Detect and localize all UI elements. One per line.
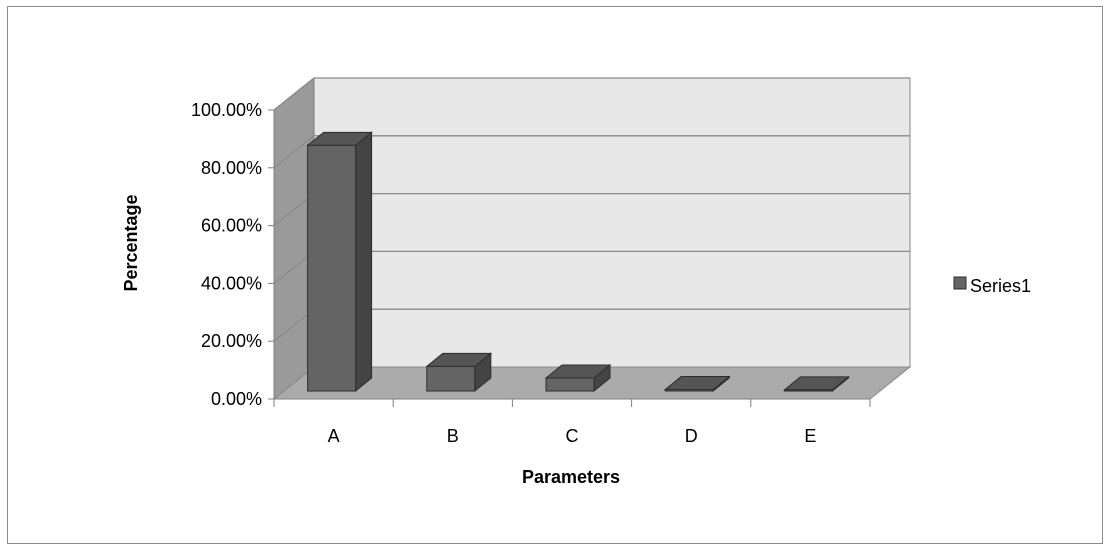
x-category-labels: A B C D E bbox=[328, 426, 817, 446]
x-axis-title: Parameters bbox=[522, 467, 620, 487]
legend-label-series1: Series1 bbox=[970, 276, 1031, 296]
y-tick-label: 0.00% bbox=[211, 389, 262, 409]
bar-front-face bbox=[664, 389, 714, 392]
bar-front-face bbox=[426, 365, 476, 392]
x-category-label: C bbox=[566, 426, 579, 446]
y-tick-label: 40.00% bbox=[201, 273, 262, 293]
y-tick-label: 80.00% bbox=[201, 158, 262, 178]
back-wall bbox=[313, 77, 911, 368]
y-axis-title: Percentage bbox=[121, 194, 141, 291]
x-category-label: A bbox=[328, 426, 340, 446]
bar-E bbox=[782, 375, 850, 393]
axes bbox=[268, 109, 871, 407]
gridline-side bbox=[273, 77, 315, 111]
y-tick-label: 60.00% bbox=[201, 216, 262, 236]
bar-front-face bbox=[545, 377, 595, 392]
gridline-side bbox=[273, 135, 315, 169]
bar-B bbox=[425, 352, 493, 393]
bars bbox=[306, 131, 850, 393]
x-category-label: B bbox=[447, 426, 459, 446]
bar-front-face bbox=[783, 389, 833, 392]
gridlines bbox=[273, 77, 910, 342]
y-tick-labels: 0.00% 20.00% 40.00% 60.00% 80.00% 100.00% bbox=[191, 100, 262, 409]
legend-swatch bbox=[953, 276, 967, 290]
y-tick-label: 100.00% bbox=[191, 100, 262, 120]
bar-side-face bbox=[355, 131, 373, 393]
bar-D bbox=[663, 375, 731, 393]
x-category-label: E bbox=[804, 426, 816, 446]
y-tick-label: 20.00% bbox=[201, 331, 262, 351]
bar-front-face bbox=[307, 144, 357, 392]
bar-C bbox=[544, 363, 612, 393]
bar-A bbox=[306, 131, 374, 393]
x-category-label: D bbox=[685, 426, 698, 446]
